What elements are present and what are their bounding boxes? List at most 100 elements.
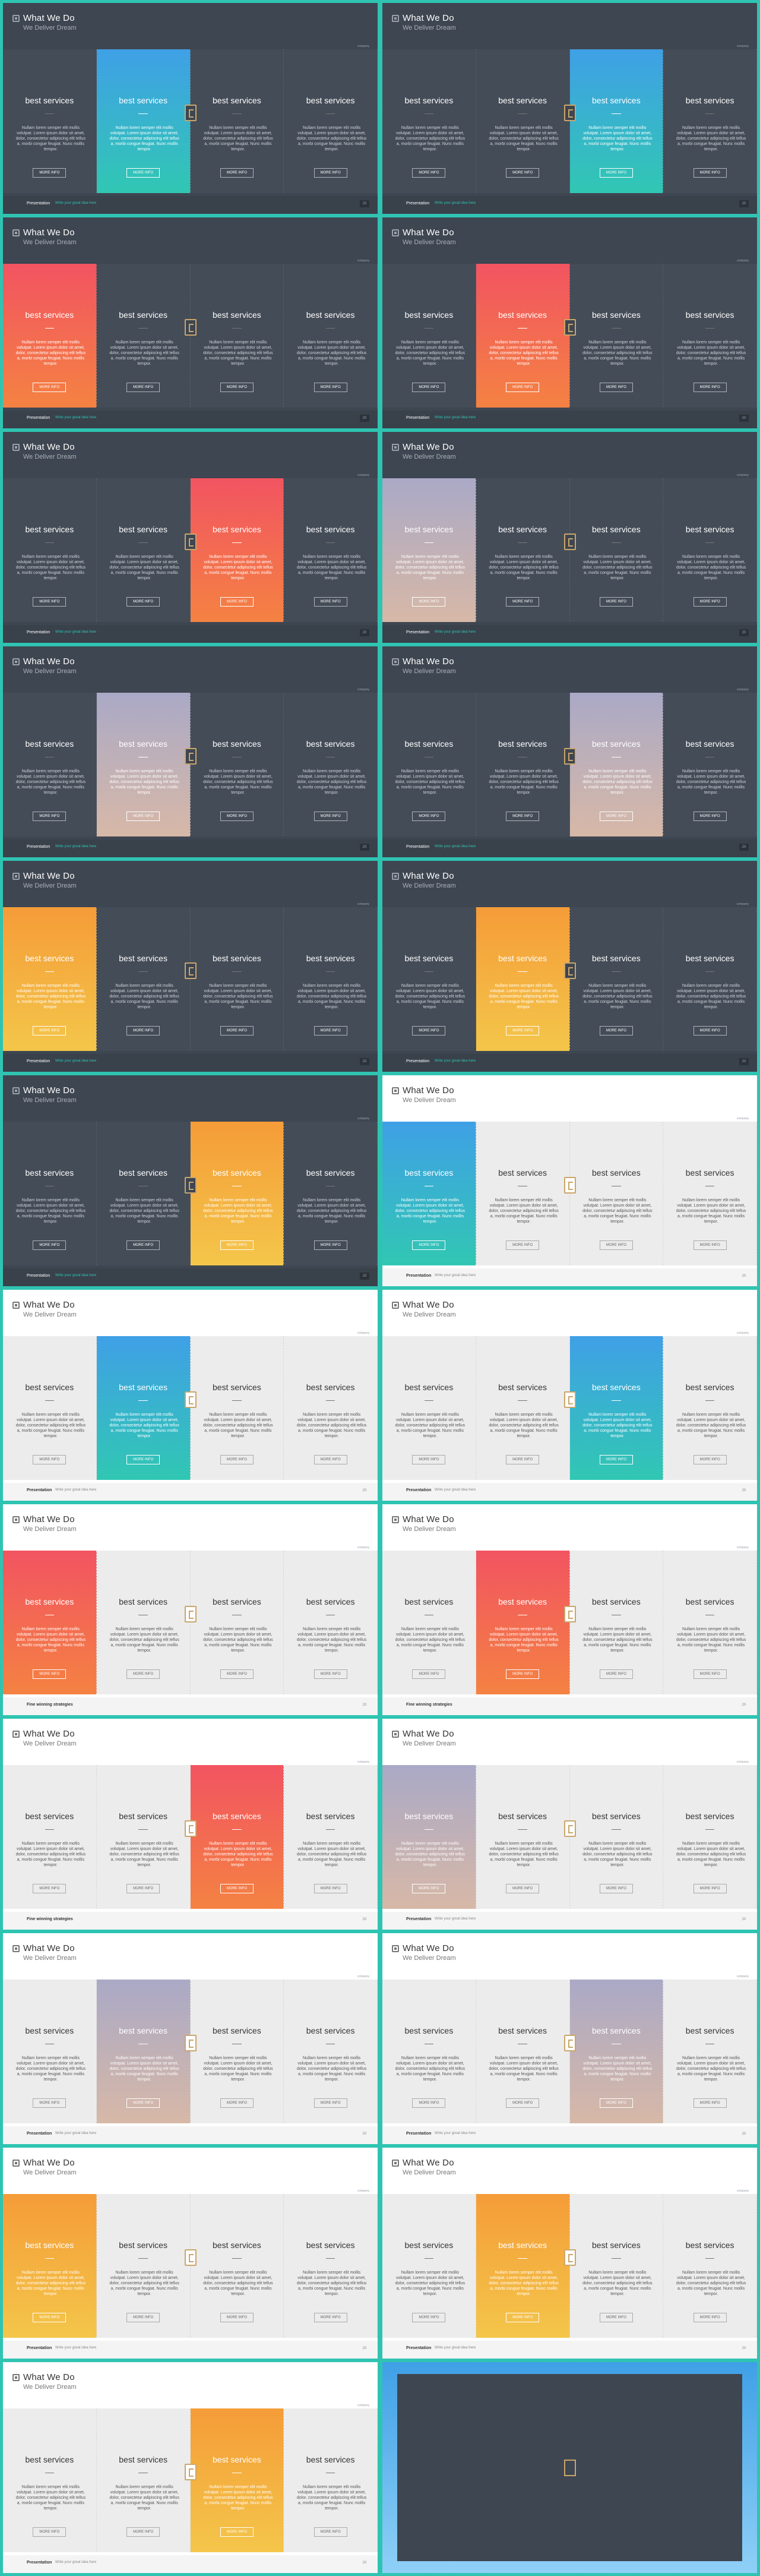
more-info-button[interactable]: MORE INFO bbox=[314, 2098, 347, 2108]
slide-thumbnail[interactable]: What We Do We Deliver Dream company best se… bbox=[382, 1504, 757, 1715]
more-info-button[interactable]: MORE INFO bbox=[599, 168, 633, 178]
more-info-button[interactable]: MORE INFO bbox=[693, 2313, 727, 2322]
more-info-button[interactable]: MORE INFO bbox=[599, 2313, 633, 2322]
slide-thumbnail[interactable]: What We Do We Deliver Dream company best se… bbox=[3, 1504, 378, 1715]
slide-thumbnail[interactable]: What We Do We Deliver Dream company best se… bbox=[3, 1933, 378, 2144]
more-info-button[interactable]: MORE INFO bbox=[314, 2313, 347, 2322]
more-info-button[interactable]: MORE INFO bbox=[412, 1884, 446, 1893]
more-info-button[interactable]: MORE INFO bbox=[506, 1669, 540, 1679]
more-info-button[interactable]: MORE INFO bbox=[33, 1455, 66, 1464]
slide-thumbnail[interactable]: What We Do We Deliver Dream company best se… bbox=[3, 2362, 378, 2573]
slide-thumbnail[interactable]: What We Do We Deliver Dream company best se… bbox=[382, 1075, 757, 1286]
slide-thumbnail[interactable]: What We Do We Deliver Dream company best se… bbox=[382, 1719, 757, 1930]
more-info-button[interactable]: MORE INFO bbox=[314, 2527, 347, 2537]
slide-thumbnail[interactable]: What We Do We Deliver Dream company best se… bbox=[382, 432, 757, 643]
slide-thumbnail[interactable]: What We Do We Deliver Dream company best se… bbox=[3, 217, 378, 428]
slide-thumbnail[interactable] bbox=[382, 2362, 757, 2573]
more-info-button[interactable]: MORE INFO bbox=[33, 1026, 66, 1036]
more-info-button[interactable]: MORE INFO bbox=[126, 1455, 160, 1464]
more-info-button[interactable]: MORE INFO bbox=[506, 1026, 540, 1036]
more-info-button[interactable]: MORE INFO bbox=[412, 168, 446, 178]
slide-thumbnail[interactable]: What We Do We Deliver Dream company best se… bbox=[382, 646, 757, 857]
more-info-button[interactable]: MORE INFO bbox=[314, 1455, 347, 1464]
more-info-button[interactable]: MORE INFO bbox=[314, 168, 347, 178]
more-info-button[interactable]: MORE INFO bbox=[412, 812, 446, 821]
more-info-button[interactable]: MORE INFO bbox=[220, 383, 254, 392]
more-info-button[interactable]: MORE INFO bbox=[220, 1884, 254, 1893]
more-info-button[interactable]: MORE INFO bbox=[220, 597, 254, 607]
more-info-button[interactable]: MORE INFO bbox=[33, 1669, 66, 1679]
more-info-button[interactable]: MORE INFO bbox=[314, 597, 347, 607]
more-info-button[interactable]: MORE INFO bbox=[314, 1669, 347, 1679]
more-info-button[interactable]: MORE INFO bbox=[599, 812, 633, 821]
more-info-button[interactable]: MORE INFO bbox=[33, 2313, 66, 2322]
slide-thumbnail[interactable]: What We Do We Deliver Dream company best se… bbox=[3, 3, 378, 214]
more-info-button[interactable]: MORE INFO bbox=[33, 168, 66, 178]
slide-thumbnail[interactable]: What We Do We Deliver Dream company best se… bbox=[382, 217, 757, 428]
slide-thumbnail[interactable]: What We Do We Deliver Dream company best se… bbox=[3, 861, 378, 1072]
more-info-button[interactable]: MORE INFO bbox=[126, 2098, 160, 2108]
slide-thumbnail[interactable]: What We Do We Deliver Dream company best se… bbox=[382, 1290, 757, 1501]
more-info-button[interactable]: MORE INFO bbox=[693, 1669, 727, 1679]
more-info-button[interactable]: MORE INFO bbox=[412, 2313, 446, 2322]
more-info-button[interactable]: MORE INFO bbox=[314, 1884, 347, 1893]
more-info-button[interactable]: MORE INFO bbox=[599, 597, 633, 607]
more-info-button[interactable]: MORE INFO bbox=[412, 1669, 446, 1679]
more-info-button[interactable]: MORE INFO bbox=[693, 383, 727, 392]
more-info-button[interactable]: MORE INFO bbox=[412, 1026, 446, 1036]
more-info-button[interactable]: MORE INFO bbox=[126, 2527, 160, 2537]
more-info-button[interactable]: MORE INFO bbox=[33, 1240, 66, 1250]
more-info-button[interactable]: MORE INFO bbox=[220, 2313, 254, 2322]
more-info-button[interactable]: MORE INFO bbox=[506, 1884, 540, 1893]
more-info-button[interactable]: MORE INFO bbox=[33, 812, 66, 821]
more-info-button[interactable]: MORE INFO bbox=[506, 1455, 540, 1464]
more-info-button[interactable]: MORE INFO bbox=[599, 2098, 633, 2108]
more-info-button[interactable]: MORE INFO bbox=[220, 812, 254, 821]
more-info-button[interactable]: MORE INFO bbox=[693, 2098, 727, 2108]
more-info-button[interactable]: MORE INFO bbox=[506, 383, 540, 392]
more-info-button[interactable]: MORE INFO bbox=[126, 1669, 160, 1679]
more-info-button[interactable]: MORE INFO bbox=[220, 2527, 254, 2537]
slide-thumbnail[interactable]: What We Do We Deliver Dream company best se… bbox=[382, 861, 757, 1072]
slide-thumbnail[interactable]: What We Do We Deliver Dream company best se… bbox=[3, 1290, 378, 1501]
more-info-button[interactable]: MORE INFO bbox=[693, 812, 727, 821]
more-info-button[interactable]: MORE INFO bbox=[506, 812, 540, 821]
more-info-button[interactable]: MORE INFO bbox=[314, 383, 347, 392]
more-info-button[interactable]: MORE INFO bbox=[33, 1884, 66, 1893]
slide-thumbnail[interactable]: What We Do We Deliver Dream company best se… bbox=[3, 1075, 378, 1286]
more-info-button[interactable]: MORE INFO bbox=[412, 597, 446, 607]
slide-thumbnail[interactable]: What We Do We Deliver Dream company best se… bbox=[3, 646, 378, 857]
more-info-button[interactable]: MORE INFO bbox=[599, 1455, 633, 1464]
slide-thumbnail[interactable]: What We Do We Deliver Dream company best se… bbox=[3, 1719, 378, 1930]
more-info-button[interactable]: MORE INFO bbox=[599, 1669, 633, 1679]
more-info-button[interactable]: MORE INFO bbox=[126, 2313, 160, 2322]
more-info-button[interactable]: MORE INFO bbox=[33, 597, 66, 607]
more-info-button[interactable]: MORE INFO bbox=[693, 168, 727, 178]
more-info-button[interactable]: MORE INFO bbox=[33, 2098, 66, 2108]
slide-thumbnail[interactable]: What We Do We Deliver Dream company best se… bbox=[382, 3, 757, 214]
more-info-button[interactable]: MORE INFO bbox=[506, 597, 540, 607]
more-info-button[interactable]: MORE INFO bbox=[506, 2313, 540, 2322]
more-info-button[interactable]: MORE INFO bbox=[693, 1240, 727, 1250]
more-info-button[interactable]: MORE INFO bbox=[314, 812, 347, 821]
more-info-button[interactable]: MORE INFO bbox=[220, 1240, 254, 1250]
more-info-button[interactable]: MORE INFO bbox=[220, 168, 254, 178]
slide-thumbnail[interactable]: What We Do We Deliver Dream company best se… bbox=[3, 2148, 378, 2359]
more-info-button[interactable]: MORE INFO bbox=[506, 2098, 540, 2108]
more-info-button[interactable]: MORE INFO bbox=[126, 597, 160, 607]
more-info-button[interactable]: MORE INFO bbox=[693, 1884, 727, 1893]
more-info-button[interactable]: MORE INFO bbox=[220, 2098, 254, 2108]
more-info-button[interactable]: MORE INFO bbox=[126, 383, 160, 392]
more-info-button[interactable]: MORE INFO bbox=[693, 1455, 727, 1464]
more-info-button[interactable]: MORE INFO bbox=[220, 1669, 254, 1679]
more-info-button[interactable]: MORE INFO bbox=[506, 168, 540, 178]
more-info-button[interactable]: MORE INFO bbox=[412, 1455, 446, 1464]
more-info-button[interactable]: MORE INFO bbox=[599, 1026, 633, 1036]
more-info-button[interactable]: MORE INFO bbox=[599, 1240, 633, 1250]
more-info-button[interactable]: MORE INFO bbox=[412, 1240, 446, 1250]
slide-thumbnail[interactable]: What We Do We Deliver Dream company best se… bbox=[3, 432, 378, 643]
more-info-button[interactable]: MORE INFO bbox=[693, 597, 727, 607]
more-info-button[interactable]: MORE INFO bbox=[412, 383, 446, 392]
more-info-button[interactable]: MORE INFO bbox=[412, 2098, 446, 2108]
more-info-button[interactable]: MORE INFO bbox=[314, 1026, 347, 1036]
